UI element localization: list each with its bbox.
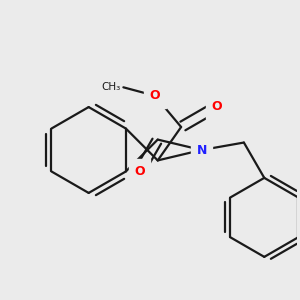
Text: CH₃: CH₃: [101, 82, 120, 92]
Text: O: O: [150, 89, 160, 102]
Text: O: O: [134, 165, 145, 178]
Text: O: O: [211, 100, 222, 113]
Text: N: N: [196, 143, 207, 157]
